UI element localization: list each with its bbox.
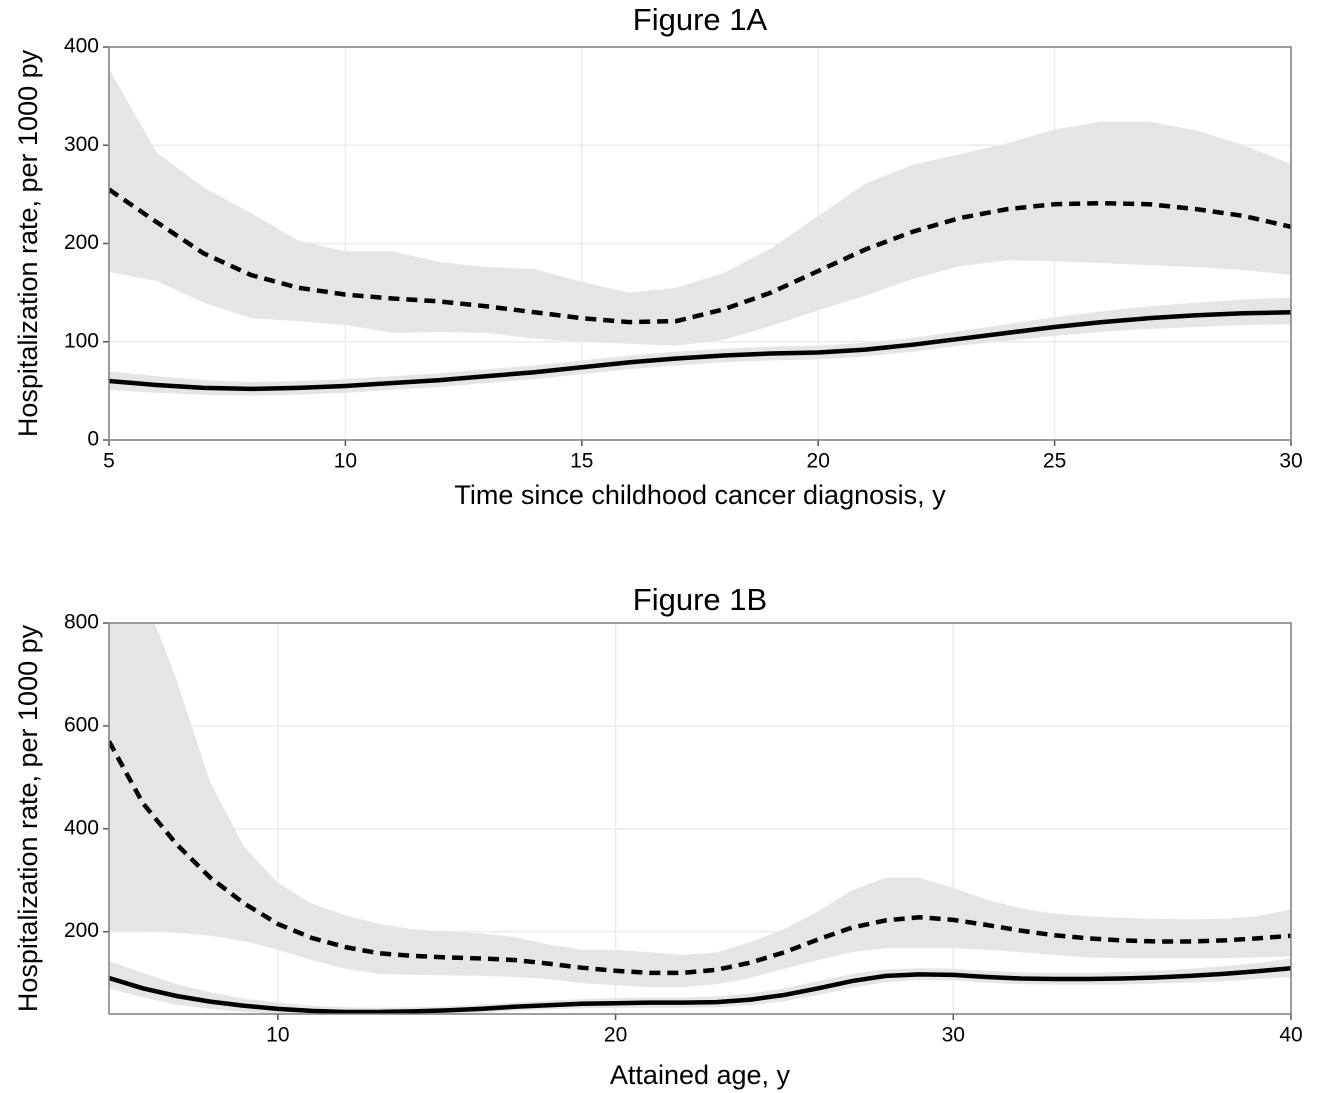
y-tick-label: 600	[64, 713, 99, 736]
line	[109, 965, 1291, 1014]
y-axis-label: Hospitalization rate, per 1000 py	[13, 624, 43, 1012]
plot-border	[108, 622, 1292, 1015]
confidence-band	[109, 623, 1291, 988]
plot-border	[108, 46, 1292, 441]
chart-title: Figure 1A	[633, 2, 768, 37]
plot-area	[109, 68, 1291, 396]
x-tick-label: 30	[942, 1024, 965, 1047]
x-axis-label: Attained age, y	[610, 1060, 791, 1090]
x-tick-label: 25	[1043, 450, 1066, 473]
plot-area	[109, 623, 1291, 1014]
y-tick-label: 0	[87, 428, 99, 451]
x-tick-label: 40	[1279, 1024, 1302, 1047]
x-tick-label: 20	[604, 1024, 627, 1047]
confidence-band	[109, 958, 1291, 1014]
x-tick-label: 10	[266, 1024, 289, 1047]
x-tick-label: 10	[334, 450, 357, 473]
y-tick-label: 400	[64, 35, 99, 58]
y-tick-label: 200	[64, 919, 99, 942]
x-tick-label: 30	[1279, 450, 1302, 473]
chart-title: Figure 1B	[633, 582, 767, 617]
x-axis-label: Time since childhood cancer diagnosis, y	[454, 480, 946, 510]
line	[109, 187, 1291, 325]
y-tick-label: 400	[64, 816, 99, 839]
confidence-band	[109, 68, 1291, 346]
y-tick-label: 300	[64, 133, 99, 156]
y-tick-label: 200	[64, 231, 99, 254]
line	[109, 740, 1291, 976]
line	[109, 310, 1291, 392]
x-tick-label: 5	[103, 450, 115, 473]
x-tick-label: 20	[807, 450, 830, 473]
y-tick-label: 800	[64, 611, 99, 634]
y-tick-label: 100	[64, 329, 99, 352]
y-axis-label: Hospitalization rate, per 1000 py	[13, 49, 43, 437]
confidence-band	[109, 297, 1291, 396]
x-tick-label: 15	[570, 450, 593, 473]
